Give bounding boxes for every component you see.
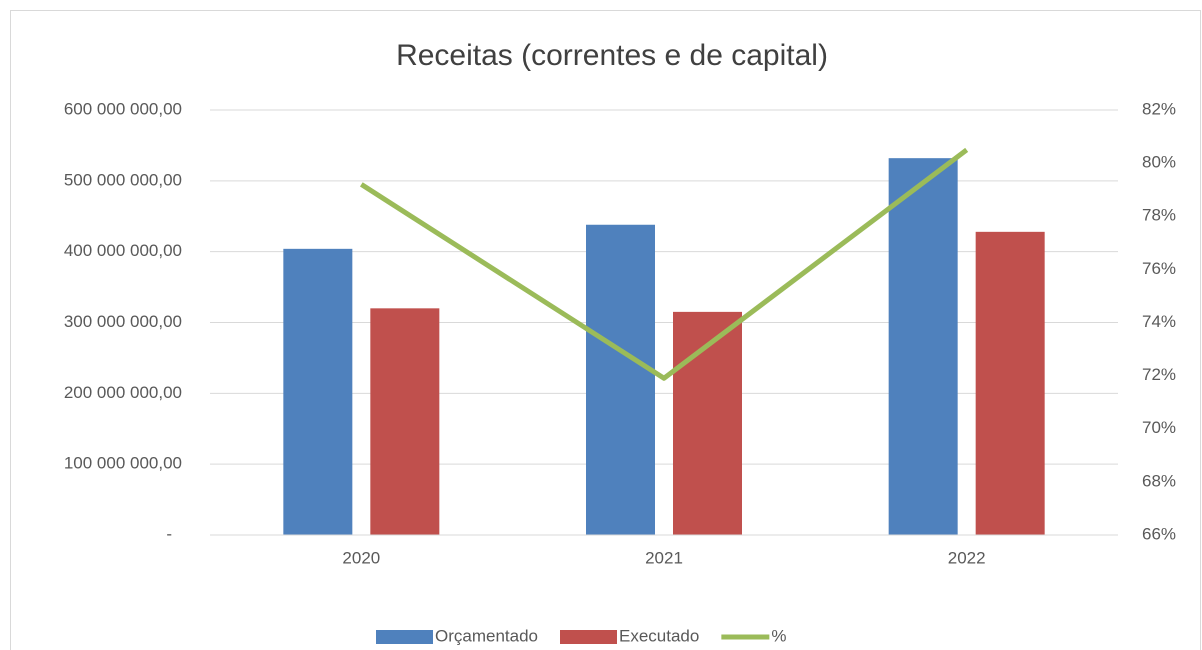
legend-label: Executado [619,626,699,645]
bar [370,308,440,535]
legend-swatch [376,630,433,644]
chart-title: Receitas (correntes e de capital) [396,39,828,72]
y-tick-label: - [166,524,172,543]
y2-tick-label: 66% [1142,524,1176,543]
y2-tick-label: 82% [1142,99,1176,118]
x-tick-label: 2021 [645,548,683,567]
x-tick-label: 2022 [948,548,986,567]
y2-tick-label: 76% [1142,259,1176,278]
y2-tick-label: 70% [1142,418,1176,437]
y2-tick-label: 80% [1142,153,1176,172]
y-tick-label: 100 000 000,00 [64,454,182,473]
y2-tick-label: 68% [1142,471,1176,490]
y-tick-label: 400 000 000,00 [64,241,182,260]
y2-tick-label: 74% [1142,312,1176,331]
y2-tick-label: 78% [1142,206,1176,225]
line-series [359,147,969,381]
legend-label: % [771,626,786,645]
bar [586,224,655,535]
y-tick-label: 500 000 000,00 [64,170,182,189]
legend-swatch [560,630,617,644]
legend-label: Orçamentado [435,626,538,645]
chart-frame [10,10,1201,650]
bar [888,158,958,535]
y2-tick-label: 72% [1142,365,1176,384]
bar [673,311,742,535]
y-tick-label: 200 000 000,00 [64,383,182,402]
y-tick-label: 300 000 000,00 [64,312,182,331]
y-tick-label: 600 000 000,00 [64,99,182,118]
bar [975,231,1045,536]
x-tick-label: 2020 [342,548,380,567]
bar [283,248,353,536]
